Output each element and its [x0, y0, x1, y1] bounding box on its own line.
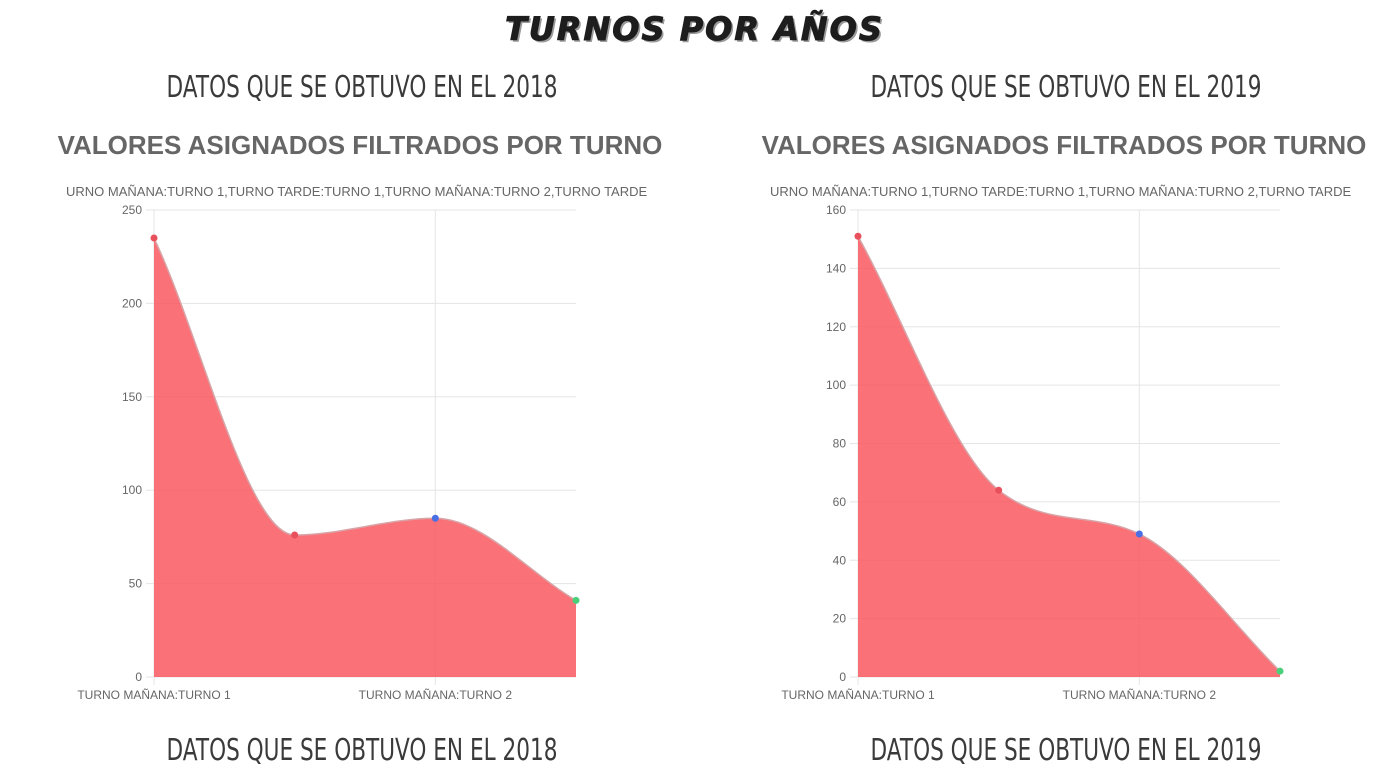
- chart-title: VALORES ASIGNADOS FILTRADOS POR TURNO: [762, 130, 1367, 160]
- area-fill: [154, 238, 576, 677]
- chart-title: VALORES ASIGNADOS FILTRADOS POR TURNO: [58, 130, 663, 160]
- area-fill: [858, 236, 1280, 678]
- y-tick-label: 160: [826, 203, 846, 217]
- x-tick-label: TURNO MAÑANA:TURNO 2: [359, 688, 513, 702]
- panel-footer-heading: DATOS QUE SE OBTUVO EN EL 2019: [870, 733, 1262, 768]
- data-point: [1276, 667, 1284, 675]
- y-tick-label: 40: [833, 553, 847, 567]
- panel-heading: DATOS QUE SE OBTUVO EN EL 2019: [870, 70, 1262, 105]
- area-chart-2018: VALORES ASIGNADOS FILTRADOS POR TURNO URN…: [58, 130, 663, 702]
- y-tick-label: 140: [826, 261, 846, 275]
- y-tick-label: 20: [833, 612, 847, 626]
- data-point: [150, 234, 158, 242]
- area-line: [857, 235, 1281, 672]
- x-tick-label: TURNO MAÑANA:TURNO 1: [77, 688, 231, 702]
- data-point: [995, 486, 1003, 494]
- area-line: [153, 237, 577, 602]
- data-point: [291, 531, 299, 539]
- data-point: [1135, 530, 1143, 538]
- y-tick-label: 120: [826, 320, 846, 334]
- y-tick-label: 0: [135, 670, 142, 684]
- y-tick-label: 150: [122, 390, 142, 404]
- y-tick-label: 100: [826, 378, 846, 392]
- y-tick-label: 250: [122, 203, 142, 217]
- x-tick-label: TURNO MAÑANA:TURNO 1: [781, 688, 935, 702]
- y-tick-label: 80: [833, 437, 847, 451]
- y-tick-label: 50: [129, 577, 143, 591]
- chart-subtitle: URNO MAÑANA:TURNO 1,TURNO TARDE:TURNO 1,…: [66, 184, 648, 199]
- chart-subtitle: URNO MAÑANA:TURNO 1,TURNO TARDE:TURNO 1,…: [770, 184, 1352, 199]
- panel-2018: DATOS QUE SE OBTUVO EN EL 2018 VALORES A…: [0, 0, 694, 776]
- data-point: [431, 514, 439, 522]
- y-tick-label: 0: [839, 670, 846, 684]
- y-tick-label: 60: [833, 495, 847, 509]
- panel-footer-heading: DATOS QUE SE OBTUVO EN EL 2018: [166, 733, 558, 768]
- y-tick-label: 100: [122, 483, 142, 497]
- panel-2019: DATOS QUE SE OBTUVO EN EL 2019 VALORES A…: [704, 0, 1389, 776]
- area-chart-2019: VALORES ASIGNADOS FILTRADOS POR TURNO URN…: [762, 130, 1367, 702]
- data-point: [572, 596, 580, 604]
- page-title: TURNOS POR AÑOS: [505, 10, 884, 49]
- x-tick-label: TURNO MAÑANA:TURNO 2: [1063, 688, 1217, 702]
- data-point: [854, 232, 862, 240]
- panel-heading: DATOS QUE SE OBTUVO EN EL 2018: [166, 70, 558, 105]
- y-tick-label: 200: [122, 296, 142, 310]
